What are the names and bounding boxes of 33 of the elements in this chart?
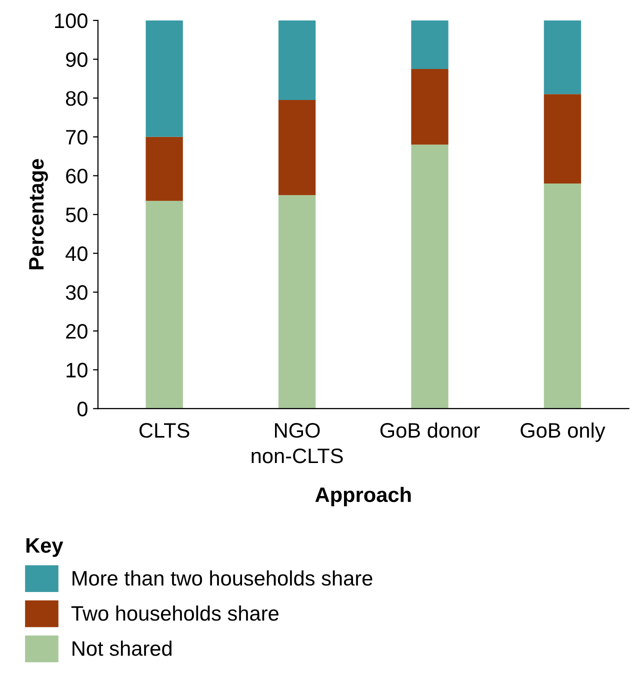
- y-tick-label: 10: [66, 362, 88, 378]
- y-tick-label: 50: [66, 208, 88, 222]
- x-tick-label: GoB donor: [380, 422, 480, 438]
- y-tick-label: 80: [66, 91, 88, 106]
- bar: [278, 20, 316, 100]
- bar: [544, 94, 582, 184]
- bar: [411, 20, 448, 69]
- bar: [278, 195, 316, 409]
- bar: [411, 144, 448, 409]
- y-tick-label: 60: [66, 168, 88, 184]
- bar: [146, 136, 183, 201]
- bar: [544, 20, 582, 94]
- x-axis-title: Approach: [315, 486, 411, 506]
- x-tick-label: CLTS: [140, 423, 190, 438]
- y-tick-label: 0: [77, 402, 88, 416]
- y-tick-label: 100: [55, 13, 88, 28]
- y-axis-title: Percentage: [29, 159, 48, 270]
- legend-label: Not shared: [72, 640, 172, 656]
- x-tick-label: NGO non-CLTS: [252, 423, 343, 464]
- y-tick-label: 20: [66, 324, 88, 339]
- x-tick-label: GoB only: [520, 422, 606, 442]
- y-tick-label: 70: [66, 130, 88, 145]
- bar: [146, 200, 183, 409]
- bar: [146, 20, 183, 137]
- bar: [411, 68, 448, 145]
- y-tick-label: 40: [66, 246, 88, 262]
- bar: [544, 183, 582, 409]
- y-tick-label: 90: [66, 52, 88, 67]
- legend-label: More than two households share: [72, 570, 372, 586]
- bar: [278, 100, 316, 196]
- legend-title: Key: [26, 538, 64, 557]
- y-tick-label: 30: [66, 285, 88, 300]
- legend-label: Two households share: [71, 605, 278, 621]
